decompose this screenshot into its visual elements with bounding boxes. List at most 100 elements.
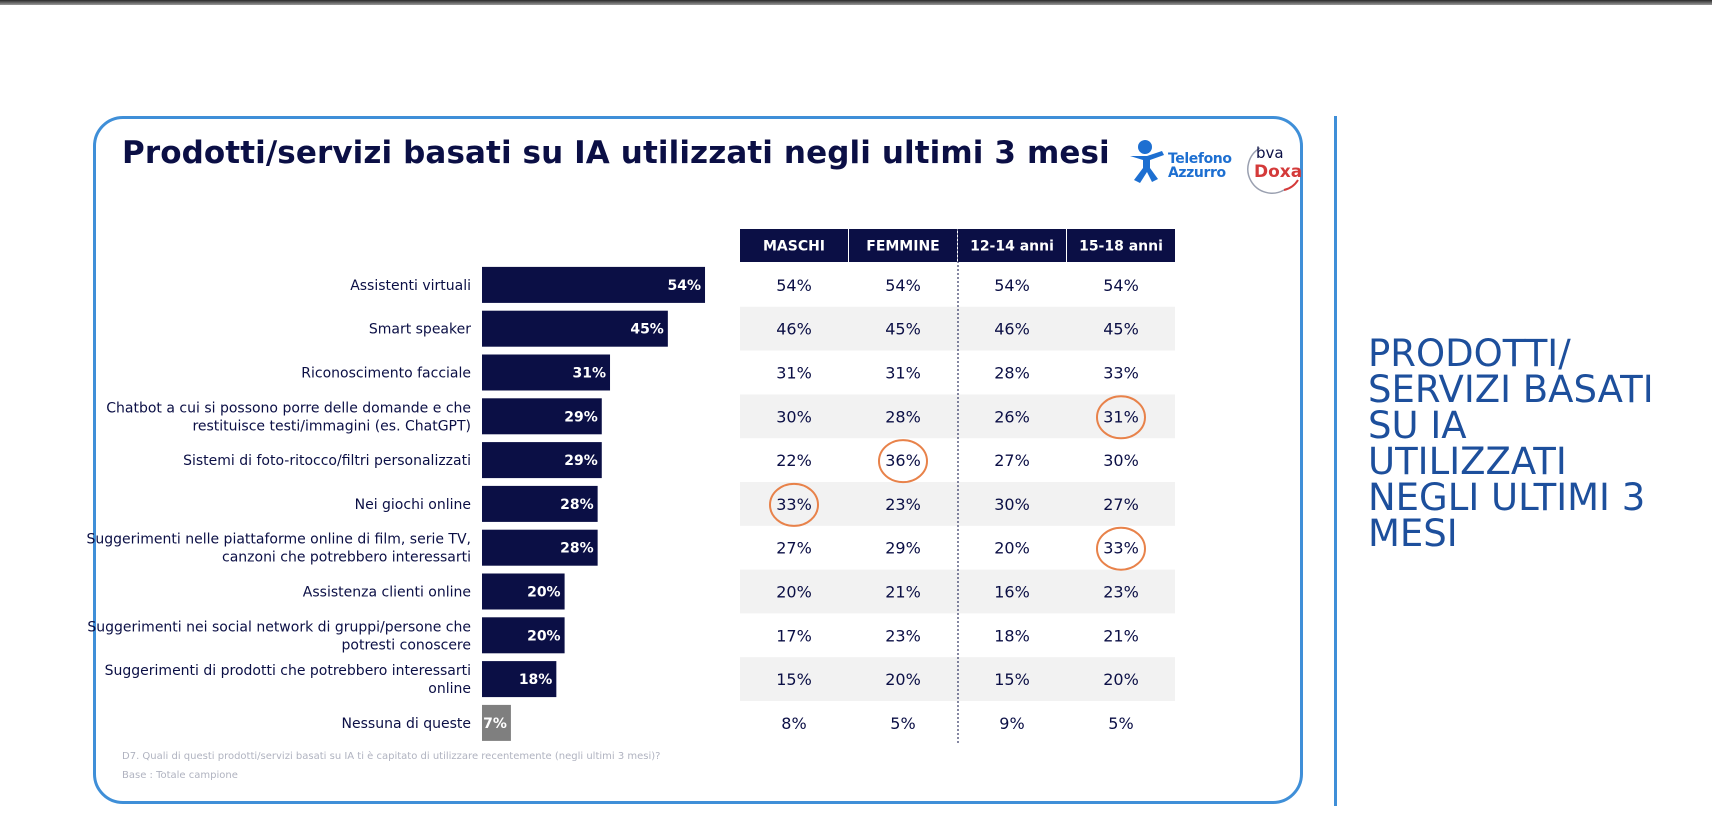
table-header-label: 12-14 anni	[970, 239, 1054, 255]
table-cell: 20%	[1103, 670, 1139, 689]
bar	[482, 704, 511, 741]
bar	[482, 266, 706, 303]
bar	[482, 354, 611, 391]
category-label: canzoni che potrebbero interessarti	[222, 550, 471, 566]
table-cell: 28%	[994, 364, 1030, 383]
table-cell: 54%	[885, 276, 921, 295]
telefono-azzurro-wordmark: Telefono Azzurro	[1168, 152, 1232, 180]
bar-value-label: 7%	[483, 716, 507, 732]
table-cell: 5%	[890, 714, 915, 733]
table-cell: 45%	[885, 320, 921, 339]
bar-value-label: 31%	[573, 366, 607, 382]
table-header-cell	[1067, 229, 1175, 262]
table-cell: 46%	[994, 320, 1030, 339]
category-labels: Assistenti virtuali Smart speaker Riconosc…	[86, 278, 471, 732]
table-cell: 21%	[885, 583, 921, 602]
table-cell: 23%	[1103, 583, 1139, 602]
table-cell: 20%	[994, 539, 1030, 558]
table-cell: 20%	[776, 583, 812, 602]
table-cell: 15%	[776, 670, 812, 689]
table-cell: 36%	[885, 451, 921, 470]
table-header-label: 15-18 anni	[1079, 239, 1163, 255]
table-cell: 18%	[994, 626, 1030, 645]
table-cell: 31%	[776, 364, 812, 383]
doxa-wordmark: Doxa	[1254, 162, 1303, 182]
category-label: potresti conoscere	[342, 637, 472, 653]
table-header-label: FEMMINE	[866, 239, 939, 255]
table-cell: 17%	[776, 626, 812, 645]
table-cell: 20%	[885, 670, 921, 689]
table-cell: 27%	[994, 451, 1030, 470]
telefono-azzurro-logo: Telefono Azzurro	[1128, 138, 1232, 186]
table-header-label: MASCHI	[763, 239, 825, 255]
table-cell: 31%	[1103, 407, 1139, 426]
telefono-azzurro-figure-icon	[1130, 140, 1164, 183]
bva-doxa-ring-icon	[1247, 147, 1299, 194]
table-cell: 26%	[994, 407, 1030, 426]
table-cell: 8%	[781, 714, 806, 733]
table-cell: 29%	[885, 539, 921, 558]
breakdown-table: MASCHI FEMMINE 12-14 anni 15-18 anni 54% 54% 5…	[740, 229, 1175, 745]
category-label: Assistenza clienti online	[303, 585, 471, 601]
category-label: online	[428, 681, 471, 697]
table-cell: 28%	[885, 407, 921, 426]
question-footnote: D7. Quali di questi prodotti/servizi bas…	[122, 751, 661, 762]
table-cell: 23%	[885, 626, 921, 645]
bar	[482, 398, 602, 435]
bar	[482, 661, 557, 698]
bar-series: 54% 45% 31% 29% 29% 28% 28% 20% 20% 18% 7%	[482, 266, 706, 741]
category-label: Sistemi di foto-ritocco/filtri personali…	[183, 453, 471, 469]
bar-value-label: 20%	[527, 585, 561, 601]
top-edge-bar	[0, 0, 1712, 5]
category-label: Suggerimenti di prodotti che potrebbero …	[105, 663, 471, 679]
bar	[482, 485, 598, 522]
table-cell: 46%	[776, 320, 812, 339]
bar-value-label: 18%	[519, 672, 553, 688]
bar-value-label: 20%	[527, 628, 561, 644]
telefono-azzurro-line1: Telefono	[1168, 151, 1232, 167]
highlight-circle	[1096, 395, 1146, 440]
table-cell: 22%	[776, 451, 812, 470]
category-label: Chatbot a cui si possono porre delle dom…	[106, 400, 471, 416]
highlight-circle	[1096, 526, 1146, 571]
table-cell: 27%	[776, 539, 812, 558]
table-cell: 15%	[994, 670, 1030, 689]
highlight-circle	[878, 439, 928, 484]
table-header-cell	[849, 229, 957, 262]
table-cell: 27%	[1103, 495, 1139, 514]
table-cell: 16%	[994, 583, 1030, 602]
category-label: Riconoscimento facciale	[301, 366, 471, 382]
bar	[482, 529, 598, 566]
side-section-title: PRODOTTI/ SERVIZI BASATI SU IA UTILIZZAT…	[1368, 332, 1654, 555]
table-cell: 31%	[885, 364, 921, 383]
category-label: Nei giochi online	[355, 497, 471, 513]
table-cell: 21%	[1103, 626, 1139, 645]
chart-card	[93, 116, 1303, 804]
category-label: Smart speaker	[369, 322, 471, 338]
table-cell: 30%	[994, 495, 1030, 514]
bar	[482, 310, 668, 347]
table-cell: 33%	[776, 495, 812, 514]
bva-doxa-logo: bva Doxa	[1240, 144, 1306, 194]
table-cell: 54%	[1103, 276, 1139, 295]
table-cell: 54%	[776, 276, 812, 295]
category-label: Nessuna di queste	[342, 716, 471, 732]
bar-value-label: 29%	[564, 453, 598, 469]
bar-value-label: 28%	[560, 497, 594, 513]
category-label: Assistenti virtuali	[350, 278, 471, 294]
category-label: Suggerimenti nelle piattaforme online di…	[86, 532, 471, 548]
section-divider	[1334, 116, 1337, 806]
page-title: Prodotti/servizi basati su IA utilizzati…	[122, 135, 1110, 171]
table-cell: 45%	[1103, 320, 1139, 339]
bar-value-label: 28%	[560, 541, 594, 557]
category-label: Suggerimenti nei social network di grupp…	[87, 619, 471, 635]
table-cell: 9%	[999, 714, 1024, 733]
category-label: restituisce testi/immagini (es. ChatGPT)	[192, 418, 471, 434]
table-header-cell	[740, 229, 848, 262]
table-cell: 54%	[994, 276, 1030, 295]
bar-value-label: 45%	[630, 322, 664, 338]
table-cell: 30%	[1103, 451, 1139, 470]
bar	[482, 617, 565, 654]
base-footnote: Base : Totale campione	[122, 770, 238, 781]
